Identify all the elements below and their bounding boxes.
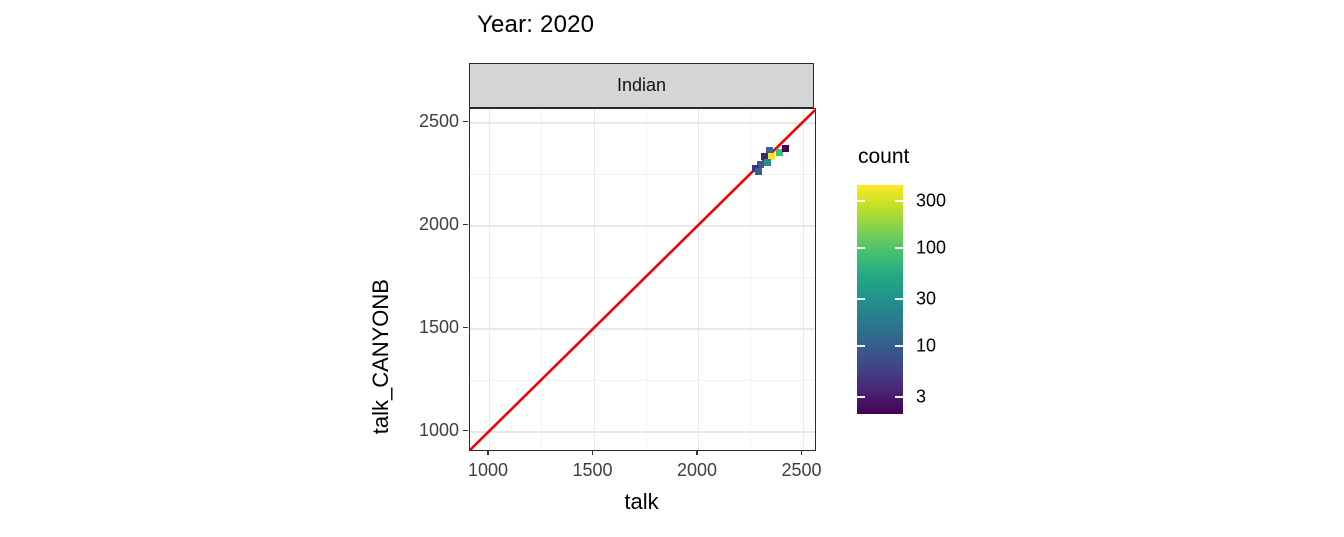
gridline-minor-h — [470, 276, 815, 278]
x-tick-label: 2500 — [781, 460, 822, 480]
y-axis-tick — [463, 223, 468, 226]
bin-tile — [768, 152, 776, 160]
plot-title: Year: 2020 — [477, 11, 595, 38]
bin-tile — [760, 152, 768, 160]
gridline-major-h — [470, 328, 815, 330]
legend-tick-label: 100 — [916, 237, 947, 258]
x-tick-label: 1500 — [572, 460, 613, 480]
bin-tile — [755, 167, 763, 175]
y-tick-label: 2000 — [418, 214, 459, 235]
legend-tick — [857, 246, 865, 249]
gridline-major-h — [470, 225, 815, 227]
legend-tick — [895, 344, 903, 347]
x-tick-label: 1000 — [467, 460, 509, 480]
gridline-major-v — [802, 109, 804, 450]
y-tick-label: 2500 — [418, 111, 459, 132]
legend-tick-label: 10 — [916, 335, 937, 356]
legend-tick — [857, 344, 865, 347]
gridline-major-v — [698, 109, 700, 450]
bin-tile — [765, 146, 773, 154]
x-tick-label: 2000 — [676, 460, 718, 480]
legend-tick-label: 300 — [916, 190, 947, 211]
gridline-minor-v — [750, 109, 752, 450]
bin-tile — [781, 144, 789, 152]
x-axis-tick — [591, 450, 594, 455]
gridline-minor-h — [470, 173, 815, 175]
gridline-major-h — [470, 431, 815, 433]
x-axis-tick — [487, 450, 489, 455]
legend-tick — [857, 200, 865, 203]
y-axis-tick — [463, 429, 468, 431]
legend-tick — [895, 246, 903, 249]
y-tick-label: 1000 — [418, 420, 459, 441]
gridline-minor-v — [541, 109, 543, 450]
facet-label: Indian — [616, 75, 667, 95]
legend-tick — [895, 298, 903, 300]
legend-colorbar-wrap: 300 100 30 10 3 — [857, 185, 946, 414]
bin-tile — [775, 148, 783, 156]
x-axis-tick — [696, 450, 698, 455]
gridline-minor-v — [645, 109, 647, 450]
y-tick-label: 1500 — [418, 317, 459, 338]
legend-tick — [857, 395, 865, 398]
legend-tick — [895, 395, 903, 398]
legend-tick — [895, 200, 903, 203]
legend-tick — [857, 298, 865, 300]
legend-tick-label: 30 — [916, 288, 937, 309]
legend-title: count — [858, 145, 910, 168]
bin-tile — [757, 160, 765, 168]
facet-strip: Indian — [469, 63, 814, 108]
x-axis-tick — [800, 450, 803, 455]
legend-tick-label: 3 — [916, 386, 927, 407]
y-axis-tick — [463, 120, 468, 123]
legend: count 300 100 30 10 3 — [857, 145, 946, 414]
x-axis-title: talk — [624, 489, 659, 514]
gridline-major-v — [593, 109, 595, 450]
plot-panel — [469, 108, 816, 451]
bin-tile — [764, 158, 772, 166]
gridline-major-v — [489, 109, 491, 450]
y-axis-title-text: talk_CANYONB — [368, 279, 393, 435]
y-axis-tick — [463, 326, 468, 329]
gridline-minor-h — [470, 379, 815, 381]
gridline-major-h — [470, 122, 815, 124]
